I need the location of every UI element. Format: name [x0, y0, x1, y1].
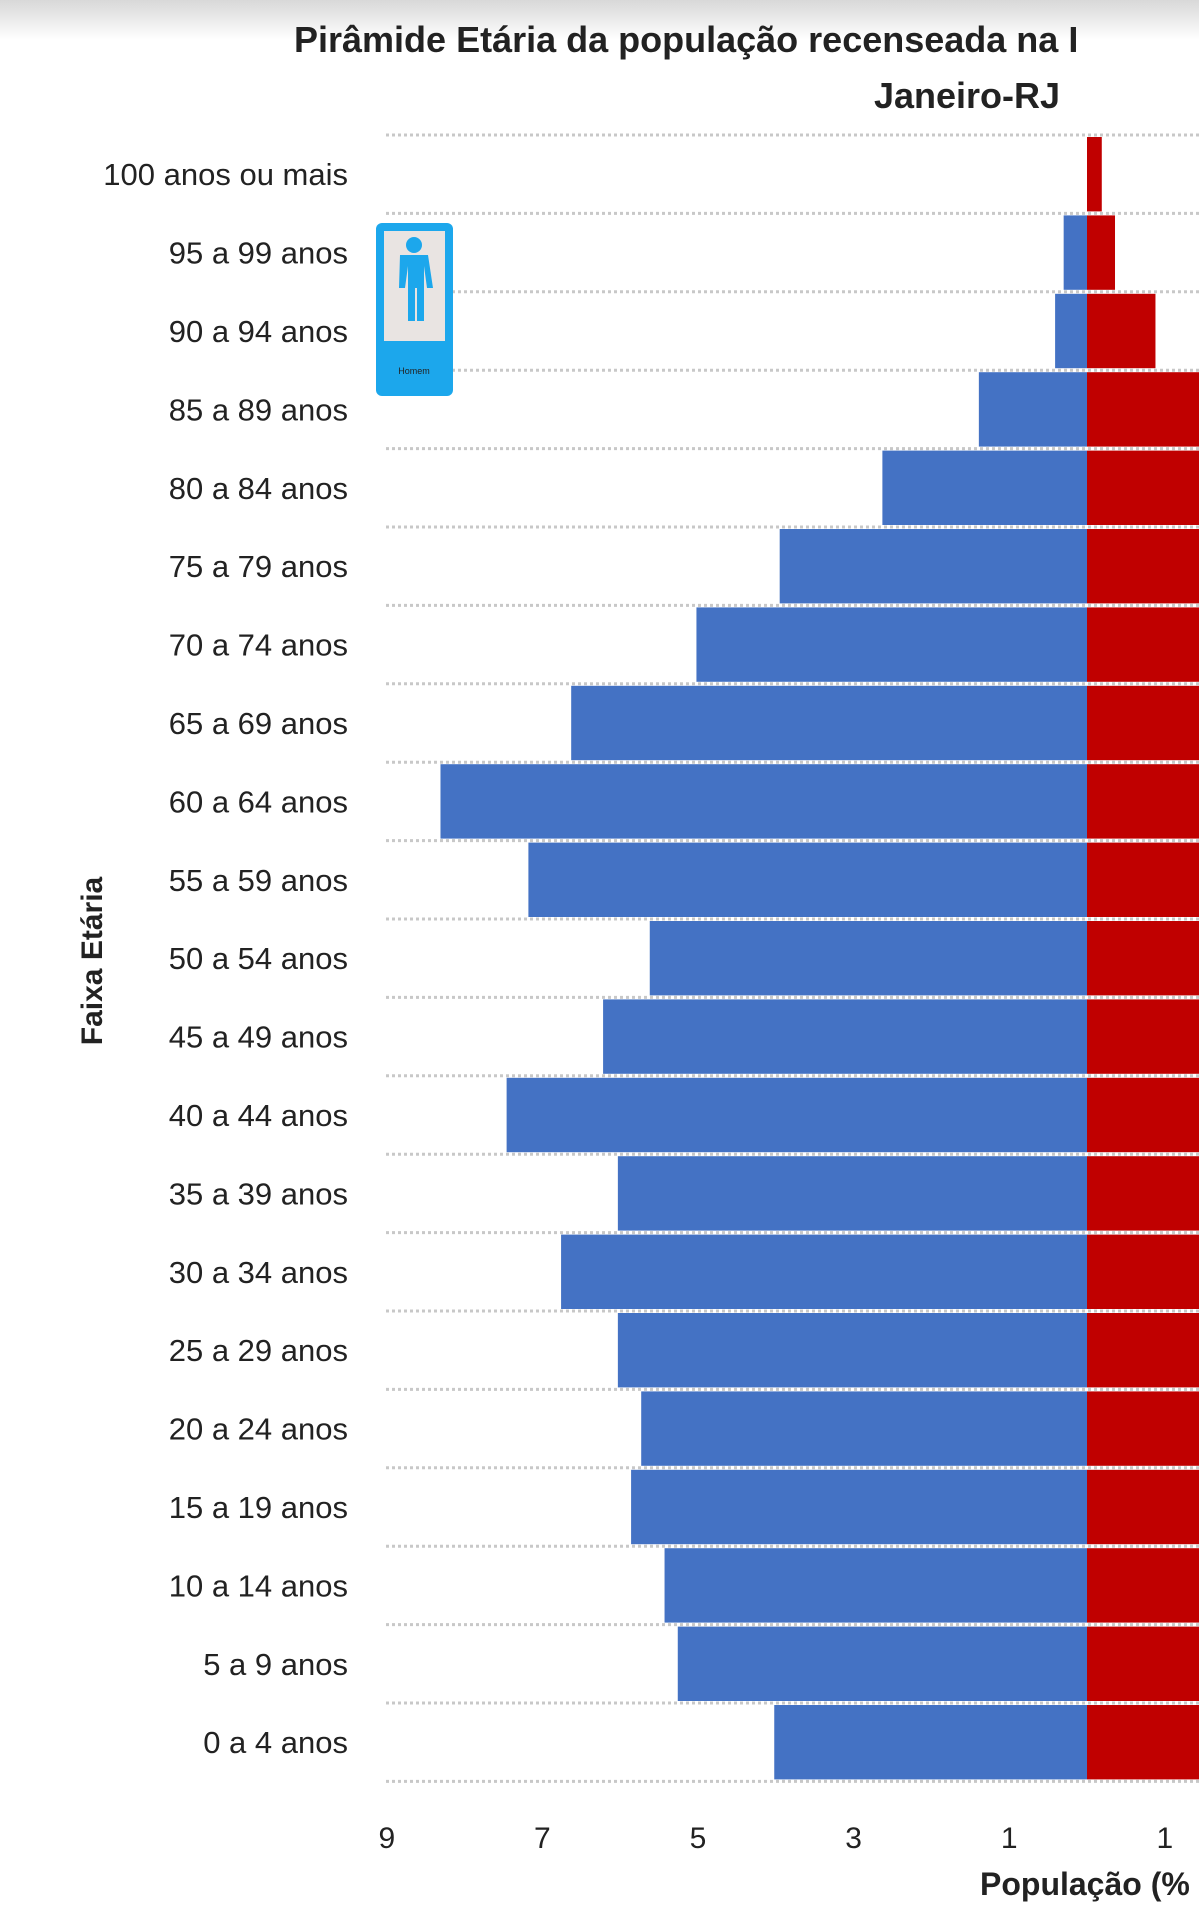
bar-male — [603, 999, 1087, 1074]
bar-male — [506, 1077, 1087, 1153]
bar-female — [1087, 1156, 1199, 1231]
category-label: 40 a 44 anos — [169, 1098, 348, 1133]
bar-male — [649, 921, 1087, 996]
bar-male — [641, 1391, 1087, 1466]
bar-male — [440, 764, 1087, 839]
bar-female — [1087, 529, 1199, 604]
bar-female — [1087, 1234, 1199, 1309]
category-label: 25 a 29 anos — [169, 1333, 348, 1368]
bar-female — [1087, 1548, 1199, 1623]
bar-male — [528, 842, 1087, 917]
bar-female — [1087, 293, 1156, 369]
category-label: 80 a 84 anos — [169, 471, 348, 506]
category-label: 35 a 39 anos — [169, 1176, 348, 1211]
bar-male — [617, 1156, 1087, 1231]
bar-male — [696, 607, 1087, 682]
bar-male — [882, 450, 1087, 525]
category-label: 50 a 54 anos — [169, 941, 348, 976]
legend-male-icon: Homem — [376, 223, 453, 396]
bar-male — [677, 1626, 1087, 1701]
category-label: 10 a 14 anos — [169, 1568, 348, 1603]
bar-female — [1087, 764, 1199, 839]
category-label: 70 a 74 anos — [169, 628, 348, 663]
bar-female — [1087, 1626, 1199, 1701]
bar-female — [1087, 1313, 1199, 1388]
top-shade — [0, 0, 1199, 40]
bar-female — [1087, 842, 1199, 917]
bar-female — [1087, 685, 1199, 761]
x-tick-label: 3 — [845, 1822, 862, 1855]
bar-male — [1055, 293, 1087, 369]
category-label: 55 a 59 anos — [169, 863, 348, 898]
bar-female — [1087, 372, 1199, 447]
bar-female — [1087, 450, 1199, 525]
bar-male — [774, 1705, 1087, 1780]
y-axis-label: Faixa Etária — [76, 876, 109, 1045]
bar-male — [571, 685, 1087, 761]
x-tick-label: 9 — [378, 1822, 395, 1855]
category-label: 15 a 19 anos — [169, 1490, 348, 1525]
bar-female — [1087, 999, 1199, 1074]
x-axis-label: População (% — [980, 1866, 1190, 1902]
category-label: 5 a 9 anos — [203, 1647, 348, 1682]
bar-female — [1087, 1077, 1199, 1153]
bar-male — [631, 1469, 1087, 1545]
bar-male — [1063, 215, 1087, 290]
bar-male — [779, 529, 1087, 604]
bar-female — [1087, 1705, 1199, 1780]
bar-male — [664, 1548, 1087, 1623]
bar-male — [561, 1234, 1087, 1309]
bar-female — [1087, 137, 1102, 212]
bar-female — [1087, 921, 1199, 996]
category-label: 20 a 24 anos — [169, 1412, 348, 1447]
category-label: 45 a 49 anos — [169, 1020, 348, 1055]
bar-male — [978, 372, 1087, 447]
bar-female — [1087, 607, 1199, 682]
category-label: 60 a 64 anos — [169, 784, 348, 819]
category-label: 100 anos ou mais — [103, 157, 348, 192]
male-figure-icon — [399, 237, 433, 321]
chart-title: Pirâmide Etária da população recenseada … — [294, 19, 1078, 60]
bar-female — [1087, 1391, 1199, 1466]
bar-male — [617, 1313, 1087, 1388]
bar-female — [1087, 1469, 1199, 1545]
category-label: 0 a 4 anos — [203, 1725, 348, 1760]
category-label: 30 a 34 anos — [169, 1255, 348, 1290]
x-tick-label: 7 — [534, 1822, 551, 1855]
legend-label: Homem — [398, 366, 430, 376]
x-tick-label: 1 — [1156, 1822, 1173, 1855]
chart-subtitle: Janeiro-RJ — [874, 75, 1060, 116]
x-tick-label: 5 — [690, 1822, 707, 1855]
category-label: 75 a 79 anos — [169, 549, 348, 584]
x-tick-label: 1 — [1001, 1822, 1018, 1855]
bar-female — [1087, 215, 1116, 290]
category-label: 95 a 99 anos — [169, 236, 348, 271]
category-label: 90 a 94 anos — [169, 314, 348, 349]
category-label: 85 a 89 anos — [169, 392, 348, 427]
category-label: 65 a 69 anos — [169, 706, 348, 741]
